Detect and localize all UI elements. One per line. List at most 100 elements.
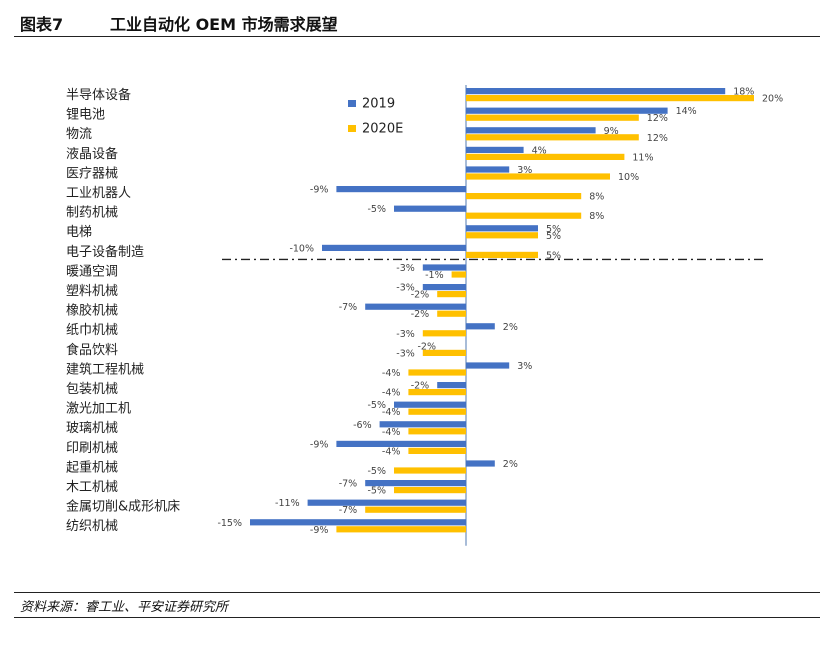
value-label: 20% bbox=[762, 94, 783, 105]
bar-2020e bbox=[408, 389, 466, 396]
bar-2020e bbox=[466, 251, 538, 258]
category-label: 建筑工程机械 bbox=[66, 361, 144, 377]
bar-2020e bbox=[451, 271, 466, 278]
legend-label: 2019 bbox=[362, 97, 395, 112]
category-label: 电梯 bbox=[66, 225, 92, 240]
bar-2020e bbox=[408, 428, 466, 435]
value-label: -3% bbox=[396, 348, 415, 359]
category-label: 印刷机械 bbox=[66, 441, 118, 456]
value-label: 8% bbox=[589, 211, 604, 222]
figure-label: 图表7 bbox=[20, 15, 64, 34]
bar-2020e bbox=[466, 134, 639, 141]
value-label: 18% bbox=[733, 87, 754, 98]
bar-2020e bbox=[466, 232, 538, 239]
value-label: -4% bbox=[382, 407, 401, 418]
value-label: -2% bbox=[411, 309, 430, 320]
category-label: 金属切削&成形机床 bbox=[66, 499, 180, 515]
bar-2020e bbox=[466, 173, 610, 180]
value-label: -1% bbox=[425, 270, 444, 281]
value-label: -9% bbox=[310, 439, 329, 450]
value-label: -6% bbox=[353, 420, 372, 431]
bar-2019 bbox=[466, 88, 726, 95]
bar-2020e bbox=[422, 330, 466, 337]
bar-2020e bbox=[408, 447, 466, 454]
figure-header: 图表7 工业自动化 OEM 市场需求展望 bbox=[14, 8, 820, 37]
value-label: -3% bbox=[396, 329, 415, 340]
category-label: 塑料机械 bbox=[66, 284, 118, 299]
category-label: 木工机械 bbox=[66, 480, 118, 495]
bar-2019 bbox=[394, 205, 466, 212]
bar-2020e bbox=[466, 114, 639, 121]
value-label: -7% bbox=[339, 505, 358, 516]
bar-2020e bbox=[466, 95, 754, 102]
bar-2020e bbox=[437, 310, 466, 317]
bar-2019 bbox=[466, 146, 524, 153]
value-label: 14% bbox=[676, 106, 697, 117]
value-label: -4% bbox=[382, 446, 401, 457]
category-label: 激光加工机 bbox=[66, 402, 131, 417]
source-text: 资料来源：睿工业、平安证券研究所 bbox=[20, 600, 229, 615]
bar-2019 bbox=[466, 362, 510, 369]
value-label: 5% bbox=[546, 231, 561, 242]
value-label: 12% bbox=[647, 133, 668, 144]
value-label: 5% bbox=[546, 250, 561, 261]
bar-2019 bbox=[422, 264, 466, 271]
bar-2019 bbox=[250, 519, 466, 526]
bar-2019 bbox=[466, 127, 596, 134]
bar-2020e bbox=[408, 369, 466, 376]
value-label: 3% bbox=[517, 361, 532, 372]
bar-2019 bbox=[336, 440, 466, 447]
category-label: 工业机器人 bbox=[66, 186, 131, 201]
value-label: -5% bbox=[368, 204, 387, 215]
bar-2019 bbox=[379, 421, 466, 428]
value-label: 4% bbox=[532, 145, 547, 156]
figure-title: 工业自动化 OEM 市场需求展望 bbox=[110, 15, 338, 34]
value-label: -5% bbox=[368, 466, 387, 477]
value-label: 10% bbox=[618, 172, 639, 183]
bar-2020e bbox=[365, 506, 466, 513]
bar-2019 bbox=[466, 166, 510, 173]
value-label: 11% bbox=[632, 152, 653, 163]
value-label: 12% bbox=[647, 113, 668, 124]
bar-2019 bbox=[307, 499, 466, 506]
category-label: 橡胶机械 bbox=[66, 303, 118, 319]
bar-2020e bbox=[408, 408, 466, 415]
value-label: -9% bbox=[310, 525, 329, 536]
value-label: -9% bbox=[310, 185, 329, 196]
value-label: -2% bbox=[418, 341, 437, 352]
bar-2019 bbox=[466, 225, 538, 232]
category-label: 包装机械 bbox=[66, 382, 118, 397]
bar-2019 bbox=[466, 323, 495, 330]
bar-2019 bbox=[466, 460, 495, 467]
value-label: 5% bbox=[546, 224, 561, 235]
value-label: 2% bbox=[503, 322, 518, 333]
value-label: -5% bbox=[368, 400, 387, 411]
value-label: 2% bbox=[503, 459, 518, 470]
value-label: -2% bbox=[411, 290, 430, 301]
bar-2020e bbox=[336, 526, 466, 533]
bar-2019 bbox=[336, 186, 466, 193]
value-label: -7% bbox=[339, 479, 358, 490]
bar-2019 bbox=[422, 284, 466, 291]
legend-label: 2020E bbox=[362, 122, 403, 137]
bar-2020e bbox=[422, 349, 466, 356]
value-label: -2% bbox=[411, 381, 430, 392]
value-label: 9% bbox=[604, 126, 619, 137]
value-label: -4% bbox=[382, 368, 401, 379]
bar-2019 bbox=[365, 480, 466, 487]
category-label: 锂电池 bbox=[66, 108, 105, 123]
category-label: 液晶设备 bbox=[66, 146, 118, 162]
bar-2019 bbox=[394, 401, 466, 408]
bar-2020e bbox=[466, 193, 582, 200]
category-label: 物流 bbox=[66, 127, 92, 142]
bar-2019 bbox=[437, 382, 466, 389]
category-label: 制药机械 bbox=[66, 206, 118, 221]
category-label: 暖通空调 bbox=[66, 264, 118, 279]
legend-swatch bbox=[348, 125, 356, 132]
category-label: 半导体设备 bbox=[66, 87, 131, 103]
bar-2020e bbox=[466, 153, 625, 160]
value-label: 3% bbox=[517, 165, 532, 176]
bar-2019 bbox=[365, 303, 466, 310]
value-label: -11% bbox=[275, 498, 300, 509]
